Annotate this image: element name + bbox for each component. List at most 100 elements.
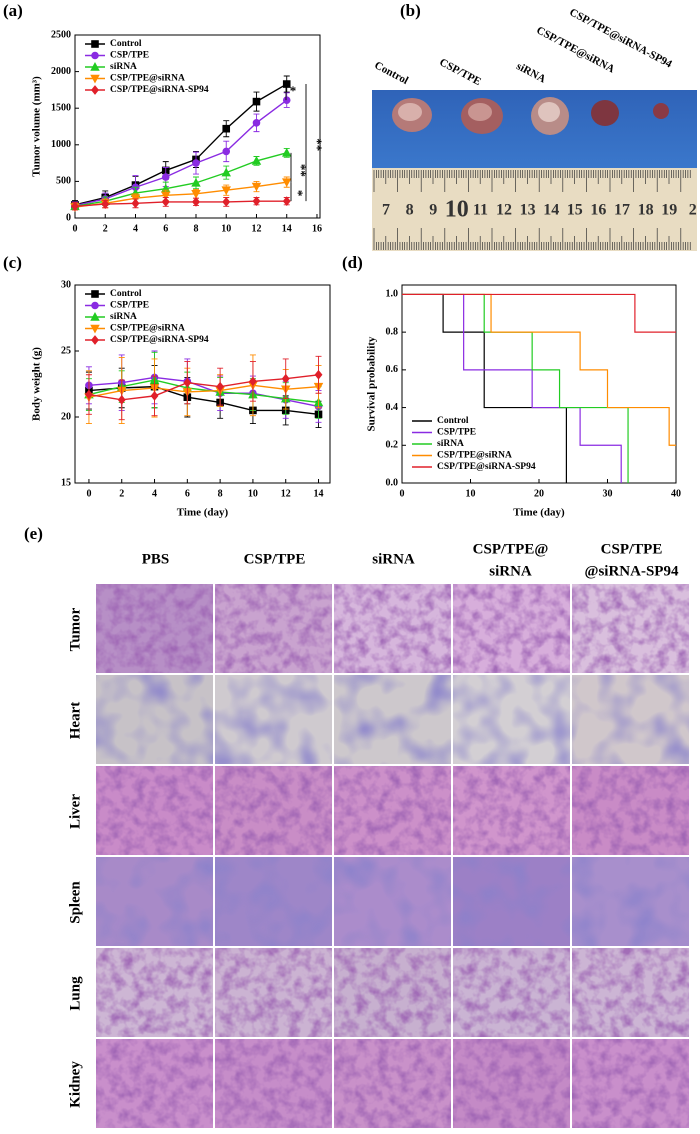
panel-label: (d) — [342, 253, 363, 272]
y-tick-label: 0.4 — [386, 402, 399, 413]
legend-marker — [90, 62, 100, 71]
marker — [192, 196, 200, 207]
marker — [222, 124, 231, 133]
y-tick-label: 15 — [61, 477, 71, 488]
y-tick-label: 1000 — [51, 139, 71, 150]
plot-frame — [74, 284, 331, 484]
legend-label: CSP/TPE — [110, 301, 149, 311]
y-tick-label: 0.6 — [386, 364, 399, 375]
histology-texture — [572, 766, 689, 855]
legend-label: CSP/TPE@siRNA — [110, 324, 185, 334]
x-axis-label: Time (day) — [513, 507, 565, 519]
photo-label: Control — [372, 59, 410, 87]
x-tick-label: 4 — [152, 488, 157, 499]
survival-curve — [402, 293, 676, 333]
column-header: @siRNA-SP94 — [585, 563, 679, 579]
histology-texture — [334, 766, 451, 855]
ruler-number: 14 — [543, 202, 559, 219]
marker — [282, 196, 291, 207]
legend-label: CSP/TPE@siRNA — [110, 74, 185, 84]
x-tick-label: 40 — [671, 488, 681, 499]
legend-label: siRNA — [110, 312, 137, 322]
histology-texture — [572, 948, 689, 1037]
y-tick-label: 2000 — [51, 66, 71, 77]
panel-label: (a) — [3, 1, 23, 20]
marker — [131, 198, 140, 209]
series-line — [88, 384, 319, 398]
ruler-number: 16 — [590, 202, 606, 219]
legend-label: CSP/TPE@siRNA-SP94 — [110, 85, 209, 95]
panel-label: (e) — [24, 524, 43, 543]
photo-label: CSP/TPE@siRNA-SP94 — [567, 6, 674, 70]
significance-mark: ** — [294, 164, 309, 177]
row-label: Heart — [67, 702, 83, 739]
x-tick-label: 8 — [218, 488, 223, 499]
histology-texture — [96, 948, 213, 1037]
legend-label: siRNA — [110, 62, 137, 72]
legend-marker — [91, 301, 99, 310]
marker — [314, 369, 323, 380]
column-header: siRNA — [489, 563, 532, 579]
legend-label: CSP/TPE — [437, 428, 476, 438]
histology-texture — [96, 584, 213, 673]
row-label: Kidney — [67, 1061, 83, 1108]
marker — [222, 147, 231, 156]
column-header: CSP/TPE@ — [473, 541, 549, 557]
tumor — [653, 103, 669, 119]
series-line — [88, 385, 319, 416]
x-tick-label: 12 — [251, 223, 261, 234]
y-tick-label: 30 — [61, 279, 71, 290]
y-axis-label: Survival probability — [366, 336, 378, 431]
legend-marker — [91, 51, 99, 60]
marker — [281, 373, 290, 384]
ruler-number: 13 — [520, 202, 536, 219]
tumor — [398, 103, 422, 121]
histology-texture — [572, 857, 689, 946]
marker — [84, 389, 93, 400]
marker — [161, 173, 170, 181]
x-tick-label: 8 — [193, 223, 198, 234]
tumor — [468, 103, 492, 121]
y-tick-label: 25 — [61, 345, 71, 356]
legend-marker — [91, 40, 99, 48]
survival-curve — [402, 293, 676, 446]
marker — [150, 390, 159, 401]
histology-texture — [572, 675, 689, 764]
legend-label: Control — [437, 416, 469, 426]
histology-texture — [453, 584, 570, 673]
x-tick-label: 2 — [103, 223, 108, 234]
marker — [192, 159, 200, 167]
x-tick-label: 4 — [133, 223, 138, 234]
histology-texture — [334, 675, 451, 764]
survival-curve — [402, 293, 629, 483]
legend-label: Control — [110, 289, 142, 299]
y-tick-label: 0.0 — [386, 477, 399, 488]
marker — [251, 182, 262, 192]
marker — [101, 199, 110, 209]
row-label: Tumor — [67, 607, 83, 651]
ruler-number: 18 — [638, 202, 654, 219]
x-tick-label: 2 — [119, 488, 124, 499]
x-tick-label: 6 — [163, 223, 168, 234]
marker — [281, 178, 292, 188]
histology-texture — [215, 675, 332, 764]
column-header: PBS — [142, 551, 170, 567]
histology-texture — [453, 675, 570, 764]
x-tick-label: 14 — [314, 488, 324, 499]
series-line — [88, 374, 319, 401]
tumor — [591, 100, 619, 126]
ruler-number: 19 — [661, 202, 677, 219]
y-axis-label: Tumor volume (mm³) — [31, 76, 43, 177]
marker — [221, 167, 231, 177]
marker — [117, 394, 126, 405]
ruler-number: 17 — [614, 202, 630, 219]
histology-texture — [334, 857, 451, 946]
x-tick-label: 10 — [466, 488, 476, 499]
series-line — [74, 83, 288, 206]
legend-marker — [91, 85, 99, 95]
series-line — [74, 152, 287, 207]
histology-texture — [453, 948, 570, 1037]
ruler-number: 7 — [382, 202, 390, 219]
ruler-number: 8 — [406, 202, 414, 219]
x-tick-label: 14 — [282, 223, 292, 234]
